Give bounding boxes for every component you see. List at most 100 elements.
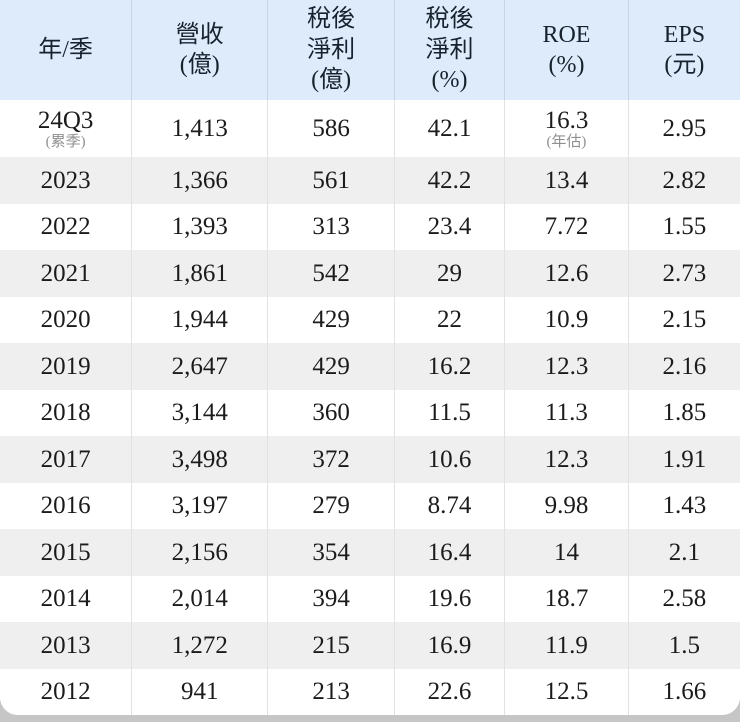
cell-value: 22.6 (427, 678, 472, 706)
cell-value: 2,156 (171, 538, 228, 566)
cell: 2021 (0, 250, 132, 297)
cell-value: 10.9 (544, 306, 589, 334)
cell-value: 16.9 (427, 631, 472, 659)
table-row: 2022 1,393 313 23.4 7.72 1.55 (0, 203, 740, 250)
cell: 3,498 (131, 436, 268, 483)
cell-value: 42.2 (427, 166, 472, 194)
cell: 1.43 (627, 482, 740, 529)
cell-value: 12.6 (544, 259, 589, 287)
cell: 7.72 (504, 203, 629, 250)
cell-value: 12.3 (544, 445, 589, 473)
cell-value: 3,197 (171, 492, 228, 520)
table-row: 2013 1,272 215 16.9 11.9 1.5 (0, 622, 740, 669)
cell: 2020 (0, 296, 132, 343)
cell-value: 2,014 (171, 585, 228, 613)
cell-value: 12.3 (544, 352, 589, 380)
cell: 22 (393, 296, 505, 343)
cell: 1.91 (627, 436, 740, 483)
cell: 2017 (0, 436, 132, 483)
cell: 429 (267, 296, 395, 343)
cell: 16.3 (年估) (504, 100, 629, 157)
cell-value: 10.6 (427, 445, 472, 473)
column-header: 稅後 淨利 (億) (267, 0, 395, 100)
cell: 12.5 (504, 668, 629, 715)
cell: 42.2 (393, 157, 505, 204)
cell: 2,156 (131, 529, 268, 576)
cell-value: 14 (553, 538, 579, 566)
cell: 9.98 (504, 482, 629, 529)
cell: 1.55 (627, 203, 740, 250)
table-header: 年/季 營收 (億) 稅後 淨利 (億) 稅後 淨利 (%) ROE (%) EPS (元… (0, 0, 740, 100)
cell: 561 (267, 157, 395, 204)
cell: 1,366 (131, 157, 268, 204)
cell-value: 2019 (40, 352, 91, 380)
cell: 586 (267, 100, 395, 157)
cell-value: 18.7 (544, 585, 589, 613)
table-row: 2012 941 213 22.6 12.5 1.66 (0, 668, 740, 715)
cell-value: 1.55 (662, 213, 707, 241)
cell-value: 2,647 (171, 352, 228, 380)
cell: 215 (267, 622, 395, 669)
cell: 1.66 (627, 668, 740, 715)
cell-value: 372 (312, 445, 350, 473)
cell: 11.5 (393, 389, 505, 436)
table-header-row: 年/季 營收 (億) 稅後 淨利 (億) 稅後 淨利 (%) ROE (%) EPS (元… (0, 0, 740, 100)
cell-value: 2017 (40, 445, 91, 473)
table-row: 2023 1,366 561 42.2 13.4 2.82 (0, 157, 740, 204)
cell: 8.74 (393, 482, 505, 529)
cell-value: 313 (312, 213, 350, 241)
cell-value: 2.15 (662, 306, 707, 334)
cell-value: 11.5 (428, 399, 471, 427)
table-row: 2014 2,014 394 19.6 18.7 2.58 (0, 575, 740, 622)
cell: 2,647 (131, 343, 268, 390)
cell-value: 2.95 (662, 115, 707, 142)
cell-value: 394 (312, 585, 350, 613)
cell: 2.82 (627, 157, 740, 204)
cell: 12.6 (504, 250, 629, 297)
cell: 3,197 (131, 482, 268, 529)
cell: 11.3 (504, 389, 629, 436)
cell: 1,272 (131, 622, 268, 669)
cell-value: 561 (312, 166, 350, 194)
cell: 429 (267, 343, 395, 390)
cell-value: 8.74 (427, 492, 472, 520)
cell-value: 360 (312, 399, 350, 427)
cell: 16.9 (393, 622, 505, 669)
cell-value: 2.73 (662, 259, 707, 287)
table-row: 24Q3 (累季) 1,413 586 42.1 16.3 (年估) 2.95 (0, 100, 740, 157)
cell-value: 11.3 (545, 399, 588, 427)
cell-value: 2012 (40, 678, 91, 706)
cell: 12.3 (504, 343, 629, 390)
cell-value: 213 (312, 678, 350, 706)
cell-value: 1,393 (171, 213, 228, 241)
cell: 1.85 (627, 389, 740, 436)
cell: 16.2 (393, 343, 505, 390)
cell: 2.1 (627, 529, 740, 576)
cell: 42.1 (393, 100, 505, 157)
cell: 29 (393, 250, 505, 297)
cell: 16.4 (393, 529, 505, 576)
cell-value: 29 (437, 259, 463, 287)
cell-value: 9.98 (544, 492, 589, 520)
cell: 2019 (0, 343, 132, 390)
cell-value: 1.91 (662, 445, 707, 473)
cell-value: 16.3 (544, 107, 589, 134)
cell: 394 (267, 575, 395, 622)
table-row: 2016 3,197 279 8.74 9.98 1.43 (0, 482, 740, 529)
cell-value: 1.5 (668, 631, 700, 659)
cell: 10.6 (393, 436, 505, 483)
cell: 213 (267, 668, 395, 715)
table-row: 2018 3,144 360 11.5 11.3 1.85 (0, 389, 740, 436)
cell-note: (年估) (546, 134, 587, 150)
cell-value: 11.9 (545, 631, 588, 659)
cell-value: 1.66 (662, 678, 707, 706)
cell: 12.3 (504, 436, 629, 483)
column-header: 年/季 (0, 0, 132, 100)
cell: 19.6 (393, 575, 505, 622)
cell: 2013 (0, 622, 132, 669)
table-body: 24Q3 (累季) 1,413 586 42.1 16.3 (年估) 2.95 2023 1,36… (0, 100, 740, 715)
cell: 2.73 (627, 250, 740, 297)
cell: 2.15 (627, 296, 740, 343)
